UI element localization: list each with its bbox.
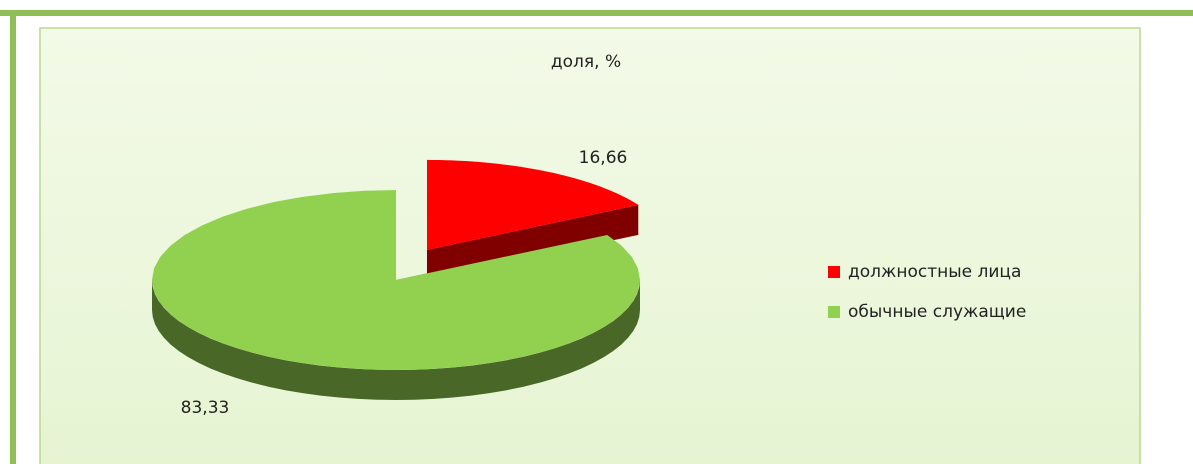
pie-slice: [426, 159, 639, 250]
frame-left: [10, 10, 16, 464]
legend-swatch: [828, 266, 840, 278]
legend-label: должностные лица: [848, 262, 1021, 282]
pie-slice: [152, 190, 640, 370]
legend-swatch: [828, 306, 840, 318]
pie-slice-side: [426, 159, 639, 280]
chart-title: доля, %: [551, 52, 621, 72]
data-label: 16,66: [579, 148, 628, 168]
frame-top: [0, 10, 1193, 16]
legend-label: обычные служащие: [848, 302, 1026, 322]
data-label: 83,33: [181, 398, 230, 418]
